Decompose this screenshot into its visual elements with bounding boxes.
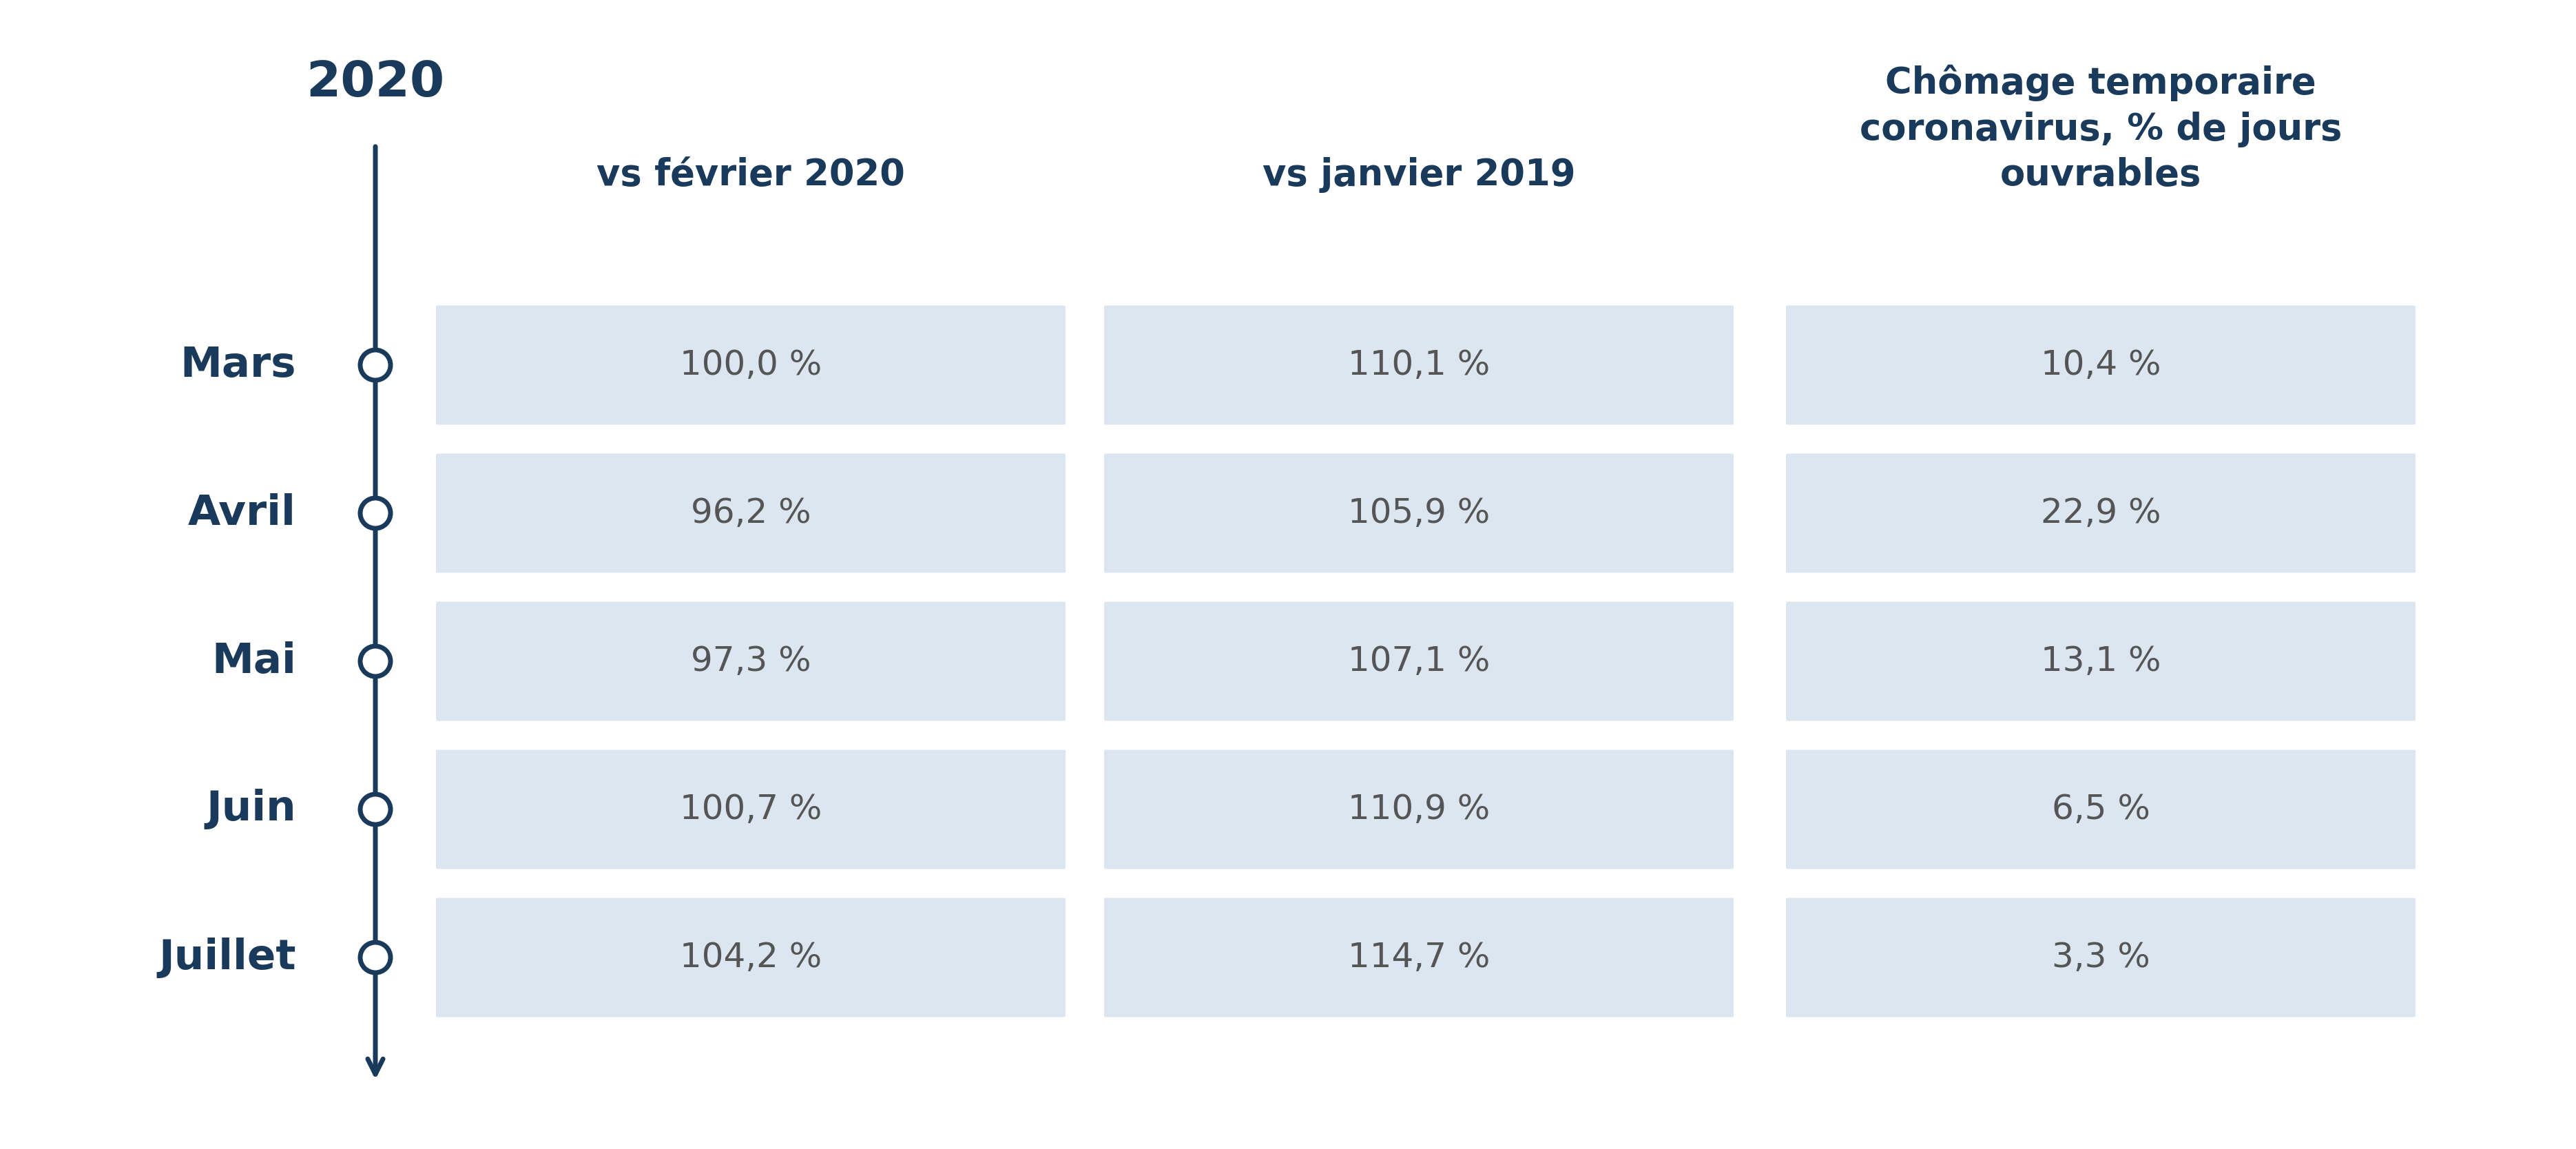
Text: 6,5 %: 6,5 % xyxy=(2050,793,2148,826)
FancyBboxPatch shape xyxy=(1103,306,1734,425)
FancyBboxPatch shape xyxy=(435,454,1066,573)
Text: 10,4 %: 10,4 % xyxy=(2040,348,2161,381)
Text: 22,9 %: 22,9 % xyxy=(2040,496,2161,530)
Text: 110,1 %: 110,1 % xyxy=(1347,348,1489,381)
Text: Mars: Mars xyxy=(180,345,296,385)
Text: 104,2 %: 104,2 % xyxy=(680,941,822,974)
Text: 97,3 %: 97,3 % xyxy=(690,645,811,678)
Circle shape xyxy=(361,794,392,825)
FancyBboxPatch shape xyxy=(1103,897,1734,1017)
FancyBboxPatch shape xyxy=(1785,306,2414,425)
Text: 100,7 %: 100,7 % xyxy=(680,793,822,826)
Text: 105,9 %: 105,9 % xyxy=(1347,496,1489,530)
FancyBboxPatch shape xyxy=(435,602,1066,720)
FancyBboxPatch shape xyxy=(1103,454,1734,573)
Text: 114,7 %: 114,7 % xyxy=(1347,941,1489,974)
Text: 107,1 %: 107,1 % xyxy=(1347,645,1489,678)
Text: 13,1 %: 13,1 % xyxy=(2040,645,2161,678)
FancyBboxPatch shape xyxy=(435,306,1066,425)
Text: vs janvier 2019: vs janvier 2019 xyxy=(1262,157,1574,193)
Text: 3,3 %: 3,3 % xyxy=(2050,941,2148,974)
Text: Chômage temporaire
coronavirus, % de jours
ouvrables: Chômage temporaire coronavirus, % de jou… xyxy=(1860,64,2342,193)
FancyBboxPatch shape xyxy=(1785,454,2414,573)
Text: vs février 2020: vs février 2020 xyxy=(598,157,904,193)
FancyBboxPatch shape xyxy=(1103,602,1734,720)
FancyBboxPatch shape xyxy=(1785,897,2414,1017)
Circle shape xyxy=(361,646,392,677)
Text: 110,9 %: 110,9 % xyxy=(1347,793,1489,826)
Text: 2020: 2020 xyxy=(307,59,446,107)
Text: Juin: Juin xyxy=(206,789,296,830)
FancyBboxPatch shape xyxy=(1785,750,2414,869)
Text: Avril: Avril xyxy=(188,493,296,533)
FancyBboxPatch shape xyxy=(435,897,1066,1017)
Circle shape xyxy=(361,942,392,973)
Circle shape xyxy=(361,498,392,529)
Text: 100,0 %: 100,0 % xyxy=(680,348,822,381)
FancyBboxPatch shape xyxy=(435,750,1066,869)
Text: Mai: Mai xyxy=(211,641,296,681)
Circle shape xyxy=(361,350,392,380)
FancyBboxPatch shape xyxy=(1103,750,1734,869)
Text: Juillet: Juillet xyxy=(160,938,296,978)
FancyBboxPatch shape xyxy=(1785,602,2414,720)
Text: 96,2 %: 96,2 % xyxy=(690,496,811,530)
